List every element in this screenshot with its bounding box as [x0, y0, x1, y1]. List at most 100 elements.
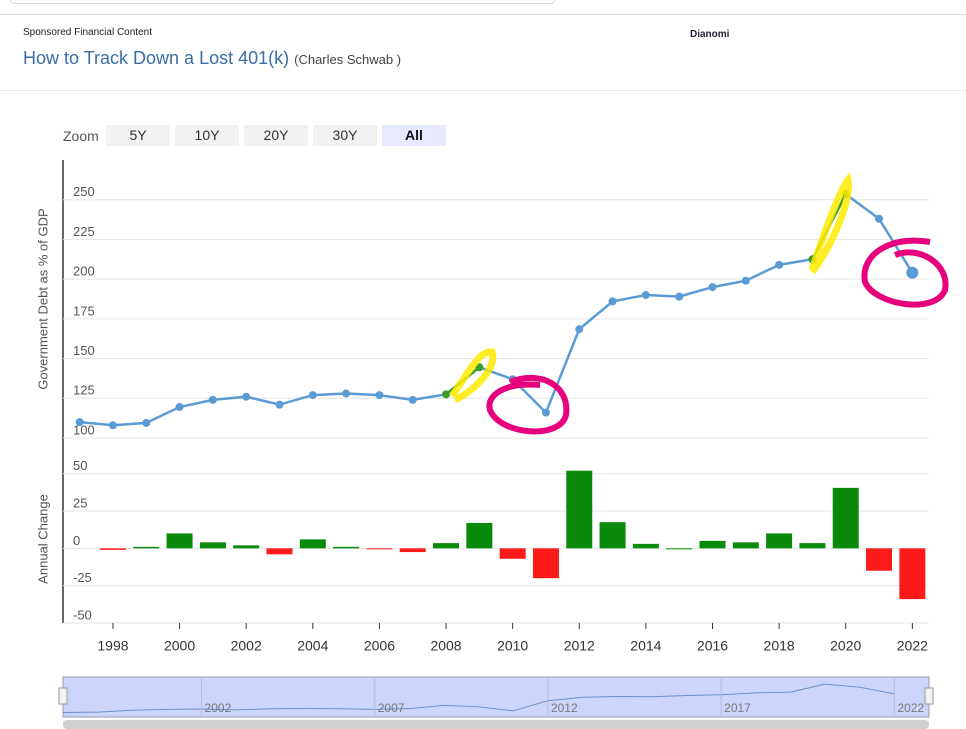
bar [532, 548, 559, 579]
x-tick-label: 2012 [564, 638, 595, 654]
bar [899, 548, 926, 600]
point [575, 325, 584, 334]
point [375, 391, 384, 400]
x-tick-label: 2008 [430, 638, 461, 654]
bar [99, 548, 126, 550]
circle-scribble [861, 237, 949, 308]
navigator-handle[interactable] [58, 687, 68, 705]
navigator-tick-label: 2017 [724, 701, 751, 715]
navigator-tick-label: 2022 [897, 701, 924, 715]
zoom-button[interactable]: All [382, 125, 446, 146]
point [208, 395, 217, 404]
scrollbar[interactable] [63, 720, 929, 729]
y-tick-label: 0 [73, 533, 80, 548]
headline[interactable]: How to Track Down a Lost 401(k) (Charles… [23, 48, 401, 69]
x-tick-label: 2010 [497, 638, 528, 654]
bar [433, 543, 460, 549]
navigator-handle[interactable] [924, 687, 934, 705]
y-tick-label: 200 [73, 264, 95, 279]
bar [732, 542, 759, 549]
point [608, 297, 617, 306]
bar [499, 548, 526, 559]
point [408, 395, 417, 404]
bar [566, 470, 593, 549]
point [875, 214, 884, 223]
bar [166, 533, 193, 549]
bar [666, 548, 693, 550]
bar [699, 540, 726, 549]
bar [199, 542, 226, 549]
point [675, 292, 684, 301]
bar [399, 548, 426, 553]
navigator-tick-label: 2012 [551, 701, 578, 715]
y-tick-label: 50 [73, 458, 87, 473]
point [142, 418, 151, 427]
x-tick-label: 2016 [697, 638, 728, 654]
navigator-bg [62, 676, 930, 718]
bar [333, 546, 360, 549]
x-tick-label: 2002 [231, 638, 262, 654]
bar [299, 539, 326, 549]
point [541, 408, 550, 417]
top-bar [0, 0, 966, 15]
point [275, 400, 284, 409]
separator [0, 90, 966, 91]
x-tick-label: 2018 [764, 638, 795, 654]
source: (Charles Schwab ) [294, 52, 402, 67]
bar [466, 522, 493, 549]
navigator-tick-label: 2002 [205, 701, 232, 715]
point [475, 363, 484, 372]
y-tick-label: 250 [73, 184, 95, 199]
headline-link[interactable]: How to Track Down a Lost 401(k) [23, 48, 290, 68]
point [308, 391, 317, 400]
point [442, 390, 451, 399]
bar [366, 548, 393, 550]
x-tick-label: 2004 [297, 638, 328, 654]
y-tick-label: 25 [73, 495, 87, 510]
bar [133, 546, 160, 549]
x-tick-label: 2014 [630, 638, 661, 654]
y-tick-label: 175 [73, 303, 95, 318]
navigator-tick-label: 2007 [378, 701, 405, 715]
point [641, 291, 650, 300]
circle-scribble [486, 374, 570, 435]
point [108, 421, 117, 430]
point [741, 276, 750, 285]
zoom-button[interactable]: 10Y [175, 125, 239, 146]
y-tick-label: 225 [73, 224, 95, 239]
bar [632, 543, 659, 549]
y-axis-title: Annual Change [35, 494, 50, 584]
highlight-scribble [808, 171, 852, 275]
y-tick-label: -50 [73, 607, 92, 622]
x-tick-label: 2022 [897, 638, 928, 654]
point [906, 266, 919, 279]
zoom-button[interactable]: 5Y [106, 125, 170, 146]
bar [599, 522, 626, 549]
bar [266, 548, 293, 555]
highlight-scribble [449, 348, 497, 404]
bar [866, 548, 893, 571]
y-tick-label: 100 [73, 422, 95, 437]
line [79, 192, 914, 427]
zoom-button[interactable]: 20Y [244, 125, 308, 146]
x-tick-label: 2020 [830, 638, 861, 654]
bar [766, 533, 793, 549]
zoom-button[interactable]: 30Y [313, 125, 377, 146]
y-tick-label: 150 [73, 343, 95, 358]
x-tick-label: 2006 [364, 638, 395, 654]
point [775, 260, 784, 269]
bar [799, 543, 826, 549]
point [708, 283, 717, 292]
sponsor-label: Sponsored Financial Content [23, 27, 152, 38]
x-tick-label: 1998 [97, 638, 128, 654]
x-tick-label: 2000 [164, 638, 195, 654]
y-tick-label: -25 [73, 570, 92, 585]
brand[interactable]: Dianomi [690, 29, 730, 40]
zoom-label: Zoom [63, 128, 99, 144]
point [175, 403, 184, 412]
point [75, 418, 84, 427]
bar [832, 487, 859, 549]
y-tick-label: 125 [73, 383, 95, 398]
